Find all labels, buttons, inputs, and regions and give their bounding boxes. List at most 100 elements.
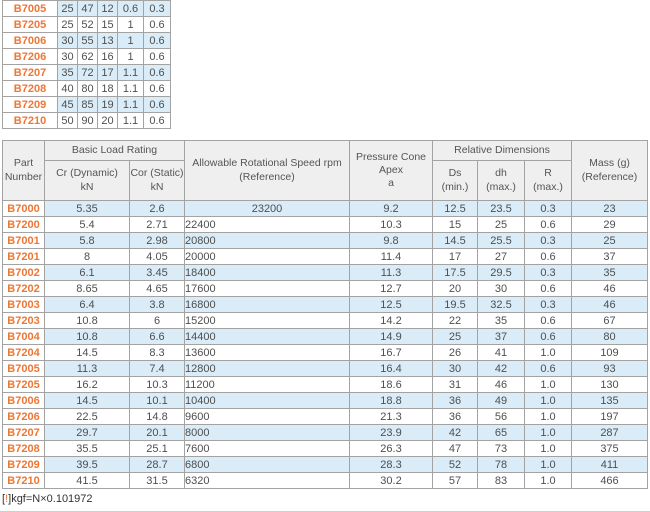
part-number-link[interactable]: B7000 <box>2 200 45 217</box>
value-cell: 14.2 <box>349 312 433 329</box>
part-number-link[interactable]: B7204 <box>2 344 45 361</box>
value-cell: 30 <box>57 32 78 49</box>
speed-cell: 17600 <box>184 280 350 297</box>
part-number-link[interactable]: B7005 <box>2 360 45 377</box>
part-number-link[interactable]: B7203 <box>2 312 45 329</box>
value-cell: 31.5 <box>129 472 185 489</box>
part-number-link[interactable]: B7210 <box>2 112 58 129</box>
part-number-link[interactable]: B7006 <box>2 32 58 49</box>
table-row: B7006 30 55 13 1 0.6 <box>2 32 171 49</box>
bearing-spec-table: Part Number Basic Load Rating Allowable … <box>2 140 648 489</box>
part-number-link[interactable]: B7205 <box>2 376 45 393</box>
value-cell: 0.6 <box>117 0 144 17</box>
table-row: B7001 5.8 2.98 20800 9.8 14.5 25.5 0.3 25 <box>2 232 648 249</box>
value-cell: 5.8 <box>44 232 130 249</box>
value-cell: 46 <box>477 376 525 393</box>
value-cell: 14.5 <box>44 392 130 409</box>
value-cell: 0.6 <box>524 216 572 233</box>
value-cell: 65 <box>477 424 525 441</box>
part-number-link[interactable]: B7209 <box>2 96 58 113</box>
part-number-link[interactable]: B7207 <box>2 424 45 441</box>
header-dh-max: dh (max.) <box>477 160 525 201</box>
part-number-link[interactable]: B7002 <box>2 264 45 281</box>
value-cell: 0.3 <box>524 232 572 249</box>
value-cell: 23 <box>571 200 648 217</box>
value-cell: 35 <box>571 264 648 281</box>
part-number-link[interactable]: B7005 <box>2 0 58 17</box>
value-cell: 0.6 <box>143 112 171 129</box>
value-cell: 30 <box>432 360 478 377</box>
part-number-link[interactable]: B7208 <box>2 440 45 457</box>
value-cell: 135 <box>571 392 648 409</box>
value-cell: 0.3 <box>524 264 572 281</box>
table-row: B7209 39.5 28.7 6800 28.3 52 78 1.0 411 <box>2 456 648 473</box>
value-cell: 1.0 <box>524 408 572 425</box>
value-cell: 47 <box>432 440 478 457</box>
value-cell: 10.1 <box>129 392 185 409</box>
part-number-link[interactable]: B7206 <box>2 48 58 65</box>
speed-cell: 8000 <box>184 424 350 441</box>
table-row: B7207 29.7 20.1 8000 23.9 42 65 1.0 287 <box>2 424 648 441</box>
part-number-link[interactable]: B7200 <box>2 216 45 233</box>
value-cell: 6 <box>129 312 185 329</box>
value-cell: 41.5 <box>44 472 130 489</box>
part-number-link[interactable]: B7202 <box>2 280 45 297</box>
value-cell: 25 <box>57 0 78 17</box>
value-cell: 28.7 <box>129 456 185 473</box>
value-cell: 3.8 <box>129 296 185 313</box>
value-cell: 19.5 <box>432 296 478 313</box>
table-row: B7004 10.8 6.6 14400 14.9 25 37 0.6 80 <box>2 328 648 345</box>
unit-conversion-note: [!]kgf=N×0.101972 <box>2 493 650 505</box>
value-cell: 16.4 <box>349 360 433 377</box>
value-cell: 0.6 <box>524 360 572 377</box>
value-cell: 29.7 <box>44 424 130 441</box>
part-number-link[interactable]: B7001 <box>2 232 45 249</box>
value-cell: 56 <box>477 408 525 425</box>
value-cell: 37 <box>571 248 648 265</box>
value-cell: 1.0 <box>524 472 572 489</box>
value-cell: 32.5 <box>477 296 525 313</box>
value-cell: 0.3 <box>143 0 171 17</box>
header-rotational-speed: Allowable Rotational Speed rpm (Referenc… <box>184 140 350 201</box>
value-cell: 14.5 <box>432 232 478 249</box>
part-number-link[interactable]: B7209 <box>2 456 45 473</box>
part-number-link[interactable]: B7207 <box>2 64 58 81</box>
value-cell: 15 <box>97 16 118 33</box>
value-cell: 1.0 <box>524 456 572 473</box>
value-cell: 2.98 <box>129 232 185 249</box>
value-cell: 16 <box>97 48 118 65</box>
value-cell: 80 <box>77 80 98 97</box>
value-cell: 20 <box>432 280 478 297</box>
header-r-max: R (max.) <box>524 160 572 201</box>
value-cell: 1 <box>117 16 144 33</box>
value-cell: 10.3 <box>129 376 185 393</box>
part-number-link[interactable]: B7208 <box>2 80 58 97</box>
value-cell: 20.1 <box>129 424 185 441</box>
value-cell: 18 <box>97 80 118 97</box>
value-cell: 21.3 <box>349 408 433 425</box>
value-cell: 0.6 <box>524 280 572 297</box>
table-row: B7201 8 4.05 20000 11.4 17 27 0.6 37 <box>2 248 648 265</box>
part-number-link[interactable]: B7206 <box>2 408 45 425</box>
value-cell: 23.5 <box>477 200 525 217</box>
part-number-link[interactable]: B7201 <box>2 248 45 265</box>
value-cell: 85 <box>77 96 98 113</box>
part-number-link[interactable]: B7004 <box>2 328 45 345</box>
value-cell: 0.6 <box>143 64 171 81</box>
table-row: B7003 6.4 3.8 16800 12.5 19.5 32.5 0.3 46 <box>2 296 648 313</box>
table-row: B7206 30 62 16 1 0.6 <box>2 48 171 65</box>
value-cell: 52 <box>77 16 98 33</box>
value-cell: 4.05 <box>129 248 185 265</box>
speed-cell: 14400 <box>184 328 350 345</box>
value-cell: 73 <box>477 440 525 457</box>
value-cell: 6.6 <box>129 328 185 345</box>
value-cell: 0.6 <box>143 16 171 33</box>
value-cell: 27 <box>477 248 525 265</box>
part-number-link[interactable]: B7003 <box>2 296 45 313</box>
part-number-link[interactable]: B7210 <box>2 472 45 489</box>
value-cell: 31 <box>432 376 478 393</box>
part-number-link[interactable]: B7006 <box>2 392 45 409</box>
value-cell: 10.8 <box>44 312 130 329</box>
header-ds-min: Ds (min.) <box>432 160 478 201</box>
part-number-link[interactable]: B7205 <box>2 16 58 33</box>
